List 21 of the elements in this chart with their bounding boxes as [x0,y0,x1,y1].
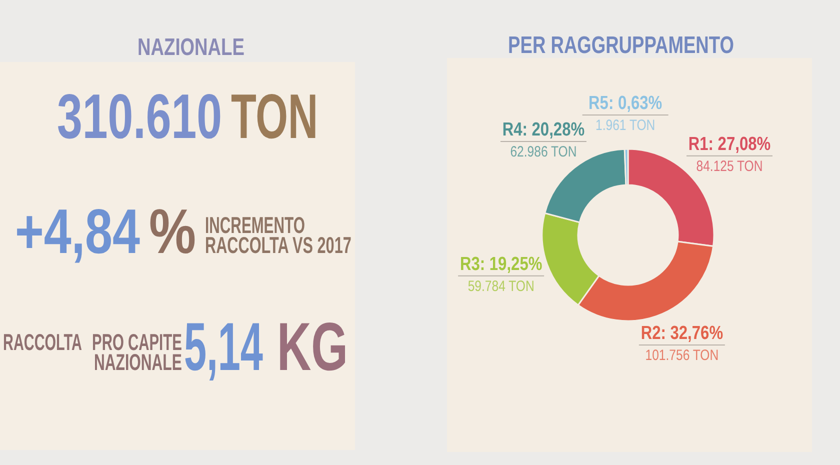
text: +4,84 [15,196,140,266]
text: NAZIONALE [94,350,182,376]
text: 101.756 TON [645,346,719,364]
text: 59.784 TON [468,278,534,294]
text: TON [231,82,318,152]
text: 1.961 TON [596,116,656,134]
chart-title: PER RAGGRUPPAMENTO [508,32,734,59]
text: 5,14 [184,308,263,385]
text: 310.610 [57,80,222,152]
slice-label: R4: 20,28% [502,118,585,140]
slice-label: R2: 32,76% [640,322,724,344]
text: NAZIONALE [138,34,244,61]
text: RACCOLTA VS 2017 [205,233,352,259]
text: 84.125 TON [696,158,763,174]
text: RACCOLTA [3,330,82,356]
slice-label: R1: 27,08% [688,132,771,154]
slice-label: R5: 0,63% [588,92,662,114]
text: KG [277,310,348,386]
text: % [149,196,196,268]
slice-label: R3: 19,25% [460,252,542,274]
text: 62.986 TON [510,143,577,160]
